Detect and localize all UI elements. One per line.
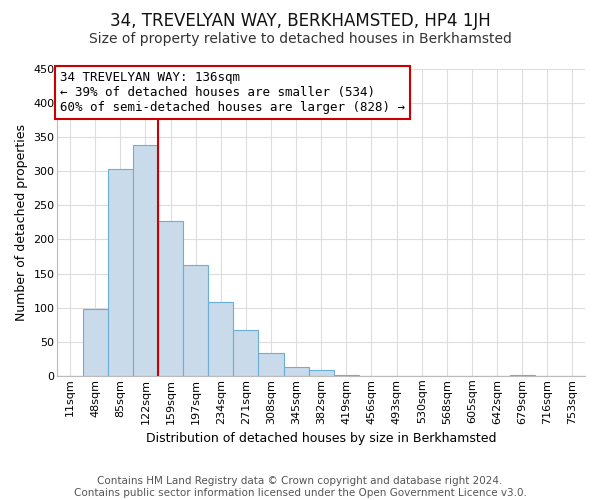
Bar: [284, 367, 308, 376]
Y-axis label: Number of detached properties: Number of detached properties: [15, 124, 28, 321]
Bar: [259, 354, 284, 376]
Bar: [509, 374, 535, 376]
Bar: [158, 221, 183, 376]
Text: 34 TREVELYAN WAY: 136sqm
← 39% of detached houses are smaller (534)
60% of semi-: 34 TREVELYAN WAY: 136sqm ← 39% of detach…: [60, 71, 405, 114]
Bar: [83, 309, 108, 376]
Bar: [208, 302, 233, 376]
Text: 34, TREVELYAN WAY, BERKHAMSTED, HP4 1JH: 34, TREVELYAN WAY, BERKHAMSTED, HP4 1JH: [110, 12, 490, 30]
Text: Contains HM Land Registry data © Crown copyright and database right 2024.
Contai: Contains HM Land Registry data © Crown c…: [74, 476, 526, 498]
Bar: [308, 370, 334, 376]
Text: Size of property relative to detached houses in Berkhamsted: Size of property relative to detached ho…: [89, 32, 511, 46]
Bar: [108, 168, 133, 376]
Bar: [183, 264, 208, 376]
Bar: [334, 374, 359, 376]
Bar: [233, 330, 259, 376]
Bar: [133, 146, 158, 376]
X-axis label: Distribution of detached houses by size in Berkhamsted: Distribution of detached houses by size …: [146, 432, 496, 445]
